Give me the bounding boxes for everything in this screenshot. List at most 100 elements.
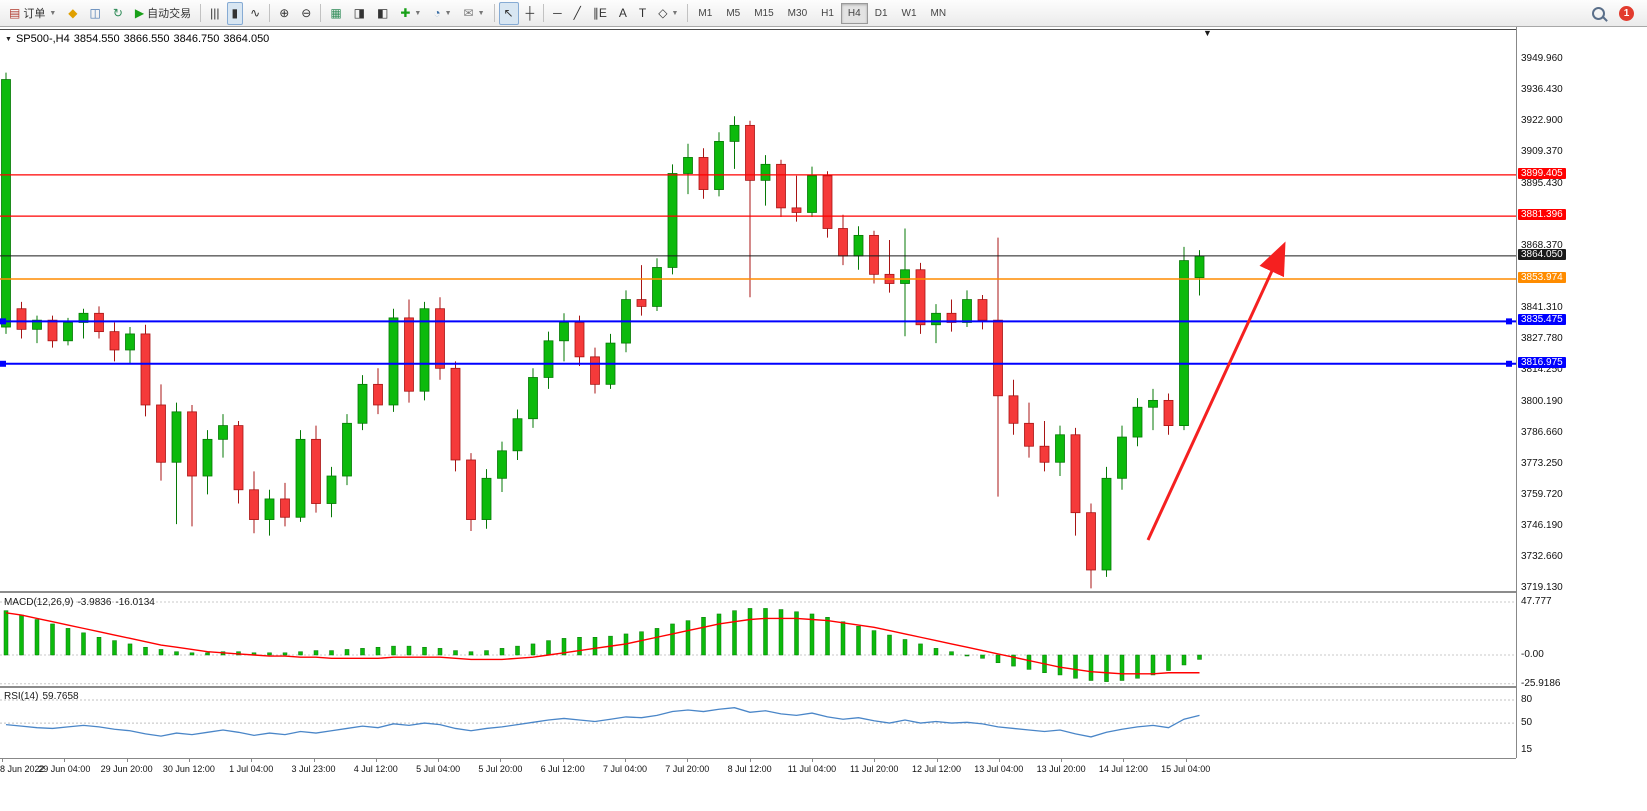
candle [853, 234, 864, 257]
macd-histogram-bar [96, 637, 102, 656]
macd-histogram-bar [639, 631, 644, 656]
candle [900, 269, 910, 284]
macd-histogram-bar [158, 649, 164, 656]
time-axis-tick [313, 759, 315, 762]
crosshair-button[interactable]: ┼ [521, 2, 540, 25]
macd-panel-canvas[interactable] [0, 593, 1516, 686]
cascade-windows-button[interactable]: ◨ [349, 2, 370, 25]
macd-histogram-bar [902, 639, 908, 656]
bar-chart-button[interactable]: ||| [205, 2, 224, 25]
rsi-panel-canvas[interactable] [0, 688, 1516, 758]
timeframe-m5-button[interactable]: M5 [726, 7, 741, 19]
auto-trading-button[interactable]: ▶ 自动交易 [130, 2, 196, 25]
period-selector-dropdown-icon: ▼ [444, 9, 452, 17]
equidistant-channel-button[interactable]: ∥E [588, 2, 612, 25]
candle [512, 418, 523, 452]
candle [32, 319, 42, 330]
macd-panel-separator[interactable] [0, 591, 1647, 593]
candle [915, 269, 926, 326]
time-axis-label: 28 Jun 2022 [0, 764, 45, 774]
candle [435, 308, 445, 369]
timeframe-h4-button[interactable]: H4 [840, 2, 868, 24]
trendline-button[interactable]: ╱ [569, 2, 586, 25]
candle [776, 163, 786, 209]
timeframe-d1-button[interactable]: D1 [874, 7, 888, 19]
rsi-panel-separator[interactable] [0, 686, 1647, 688]
horizontal-line-button[interactable]: ─ [548, 2, 567, 25]
macd-signal-line [5, 612, 1200, 675]
zoom-out-button[interactable]: ⊖ [296, 2, 316, 25]
time-axis-tick [2, 759, 3, 762]
time-axis-label: 1 Jul 04:00 [229, 764, 274, 774]
macd-histogram-bar [980, 654, 985, 659]
timeframe-m15-button[interactable]: M15 [754, 7, 774, 19]
text-button[interactable]: A [614, 2, 632, 25]
macd-histogram-bar [50, 623, 55, 656]
period-selector-button[interactable]: ◔ ▼ [428, 2, 456, 25]
resistance-line-1-price-label: 3899.405 [1518, 167, 1566, 179]
time-axis-label: 13 Jul 20:00 [1036, 764, 1086, 774]
macd-histogram-bar [3, 610, 9, 656]
candle [187, 411, 197, 477]
candlestick-chart-icon: ▮ [231, 6, 239, 20]
toolbar-separator [200, 4, 202, 22]
macd-histogram-bar [34, 619, 40, 656]
candle [233, 425, 244, 491]
time-axis-tick [251, 759, 253, 762]
candle [1086, 512, 1096, 571]
candle [1163, 399, 1174, 426]
price-axis-label: 3800.190 [1521, 396, 1563, 408]
label-button[interactable]: T [634, 2, 651, 25]
tile-windows-button[interactable]: ▦ [325, 2, 346, 25]
time-axis-label: 11 Jul 20:00 [850, 764, 899, 774]
timeframe-m1-button[interactable]: M1 [698, 7, 713, 19]
notification-badge[interactable]: 1 [1619, 5, 1634, 21]
candle [156, 404, 166, 463]
arrange-windows-button[interactable]: ◧ [372, 2, 393, 25]
refresh-button[interactable]: ↻ [108, 2, 128, 25]
support-line-2-price-label: 3816.975 [1518, 356, 1566, 368]
accounts-button[interactable]: ◫ [85, 2, 106, 25]
new-order-button[interactable]: ▤ 订单 ▼ [4, 2, 61, 25]
zoom-in-button[interactable]: ⊕ [274, 2, 294, 25]
new-chart-button[interactable]: ✚ ▼ [395, 2, 426, 25]
candle [962, 299, 972, 323]
cursor-button[interactable]: ↖ [498, 1, 519, 25]
time-axis-tick [500, 759, 502, 762]
macd-histogram-bar [747, 608, 753, 656]
candle [481, 477, 492, 520]
macd-histogram-bar [406, 645, 412, 656]
time-axis-label: 14 Jul 12:00 [1098, 764, 1148, 774]
macd-histogram-bar [546, 640, 551, 656]
line-chart-button[interactable]: ∿ [245, 2, 265, 25]
search-button[interactable] [1587, 2, 1610, 25]
mql5-community-button[interactable]: ◆ [63, 2, 82, 25]
time-axis-tick [874, 759, 876, 762]
candle [264, 498, 275, 520]
new-order-icon: ▤ [9, 6, 21, 20]
time-axis-label: 5 Jul 04:00 [416, 764, 461, 774]
candle [218, 425, 228, 440]
shapes-icon: ◇ [658, 6, 668, 20]
timeframe-mn-button[interactable]: MN [930, 7, 947, 19]
new-chart-dropdown-icon: ▼ [414, 9, 422, 17]
timeframe-w1-button[interactable]: W1 [901, 7, 917, 19]
macd-histogram-bar [1026, 654, 1032, 670]
mailbox-button[interactable]: ✉ ▼ [459, 2, 490, 25]
chart-shift-marker-icon[interactable]: ▼ [1203, 28, 1212, 38]
macd-axis-label: -25.9186 [1521, 677, 1561, 689]
shapes-button[interactable]: ◇ ▼ [653, 2, 683, 25]
timeframe-m30-button[interactable]: M30 [787, 7, 808, 19]
timeframe-h1-button[interactable]: H1 [821, 7, 834, 19]
price-axis[interactable]: 3899.405 3881.396 3864.050 3853.974 3835.475… [1516, 27, 1647, 758]
candlestick-chart-button[interactable]: ▮ [226, 1, 244, 25]
candle [1101, 477, 1112, 571]
chart-window[interactable]: ▼ SP500-,H4 3854.550 3866.550 3846.750 3864.0… [0, 27, 1647, 811]
candle [125, 333, 135, 351]
time-axis-tick [1123, 759, 1125, 762]
support-line-1-endpoint [0, 318, 6, 325]
candle [652, 267, 662, 307]
time-axis-tick [126, 759, 128, 762]
main-chart-canvas[interactable] [0, 27, 1516, 592]
